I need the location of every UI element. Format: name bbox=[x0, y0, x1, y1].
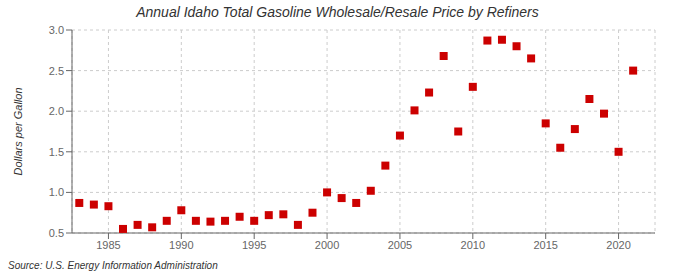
svg-text:1.0: 1.0 bbox=[49, 186, 64, 198]
svg-text:1.5: 1.5 bbox=[49, 146, 64, 158]
svg-text:2000: 2000 bbox=[315, 239, 339, 251]
html-text:Source: U.S. Energy Informatio: Source: U.S. Energy Information Administ… bbox=[8, 260, 218, 271]
svg-text:1995: 1995 bbox=[242, 239, 266, 251]
svg-text:2015: 2015 bbox=[533, 239, 557, 251]
svg-text:2005: 2005 bbox=[388, 239, 412, 251]
svg-text:2010: 2010 bbox=[461, 239, 485, 251]
svg-text:3.0: 3.0 bbox=[49, 24, 64, 36]
svg-text:Dollars per Gallon: Dollars per Gallon bbox=[12, 87, 24, 175]
svg-text:2020: 2020 bbox=[606, 239, 630, 251]
svg-text:2.0: 2.0 bbox=[49, 105, 64, 117]
svg-text:1990: 1990 bbox=[169, 239, 193, 251]
svg-text:0.5: 0.5 bbox=[49, 227, 64, 239]
svg-text:1985: 1985 bbox=[96, 239, 120, 251]
svg-text:2.5: 2.5 bbox=[49, 65, 64, 77]
html-text:Annual Idaho Total Gasoline Wh: Annual Idaho Total Gasoline Wholesale/Re… bbox=[136, 4, 539, 20]
